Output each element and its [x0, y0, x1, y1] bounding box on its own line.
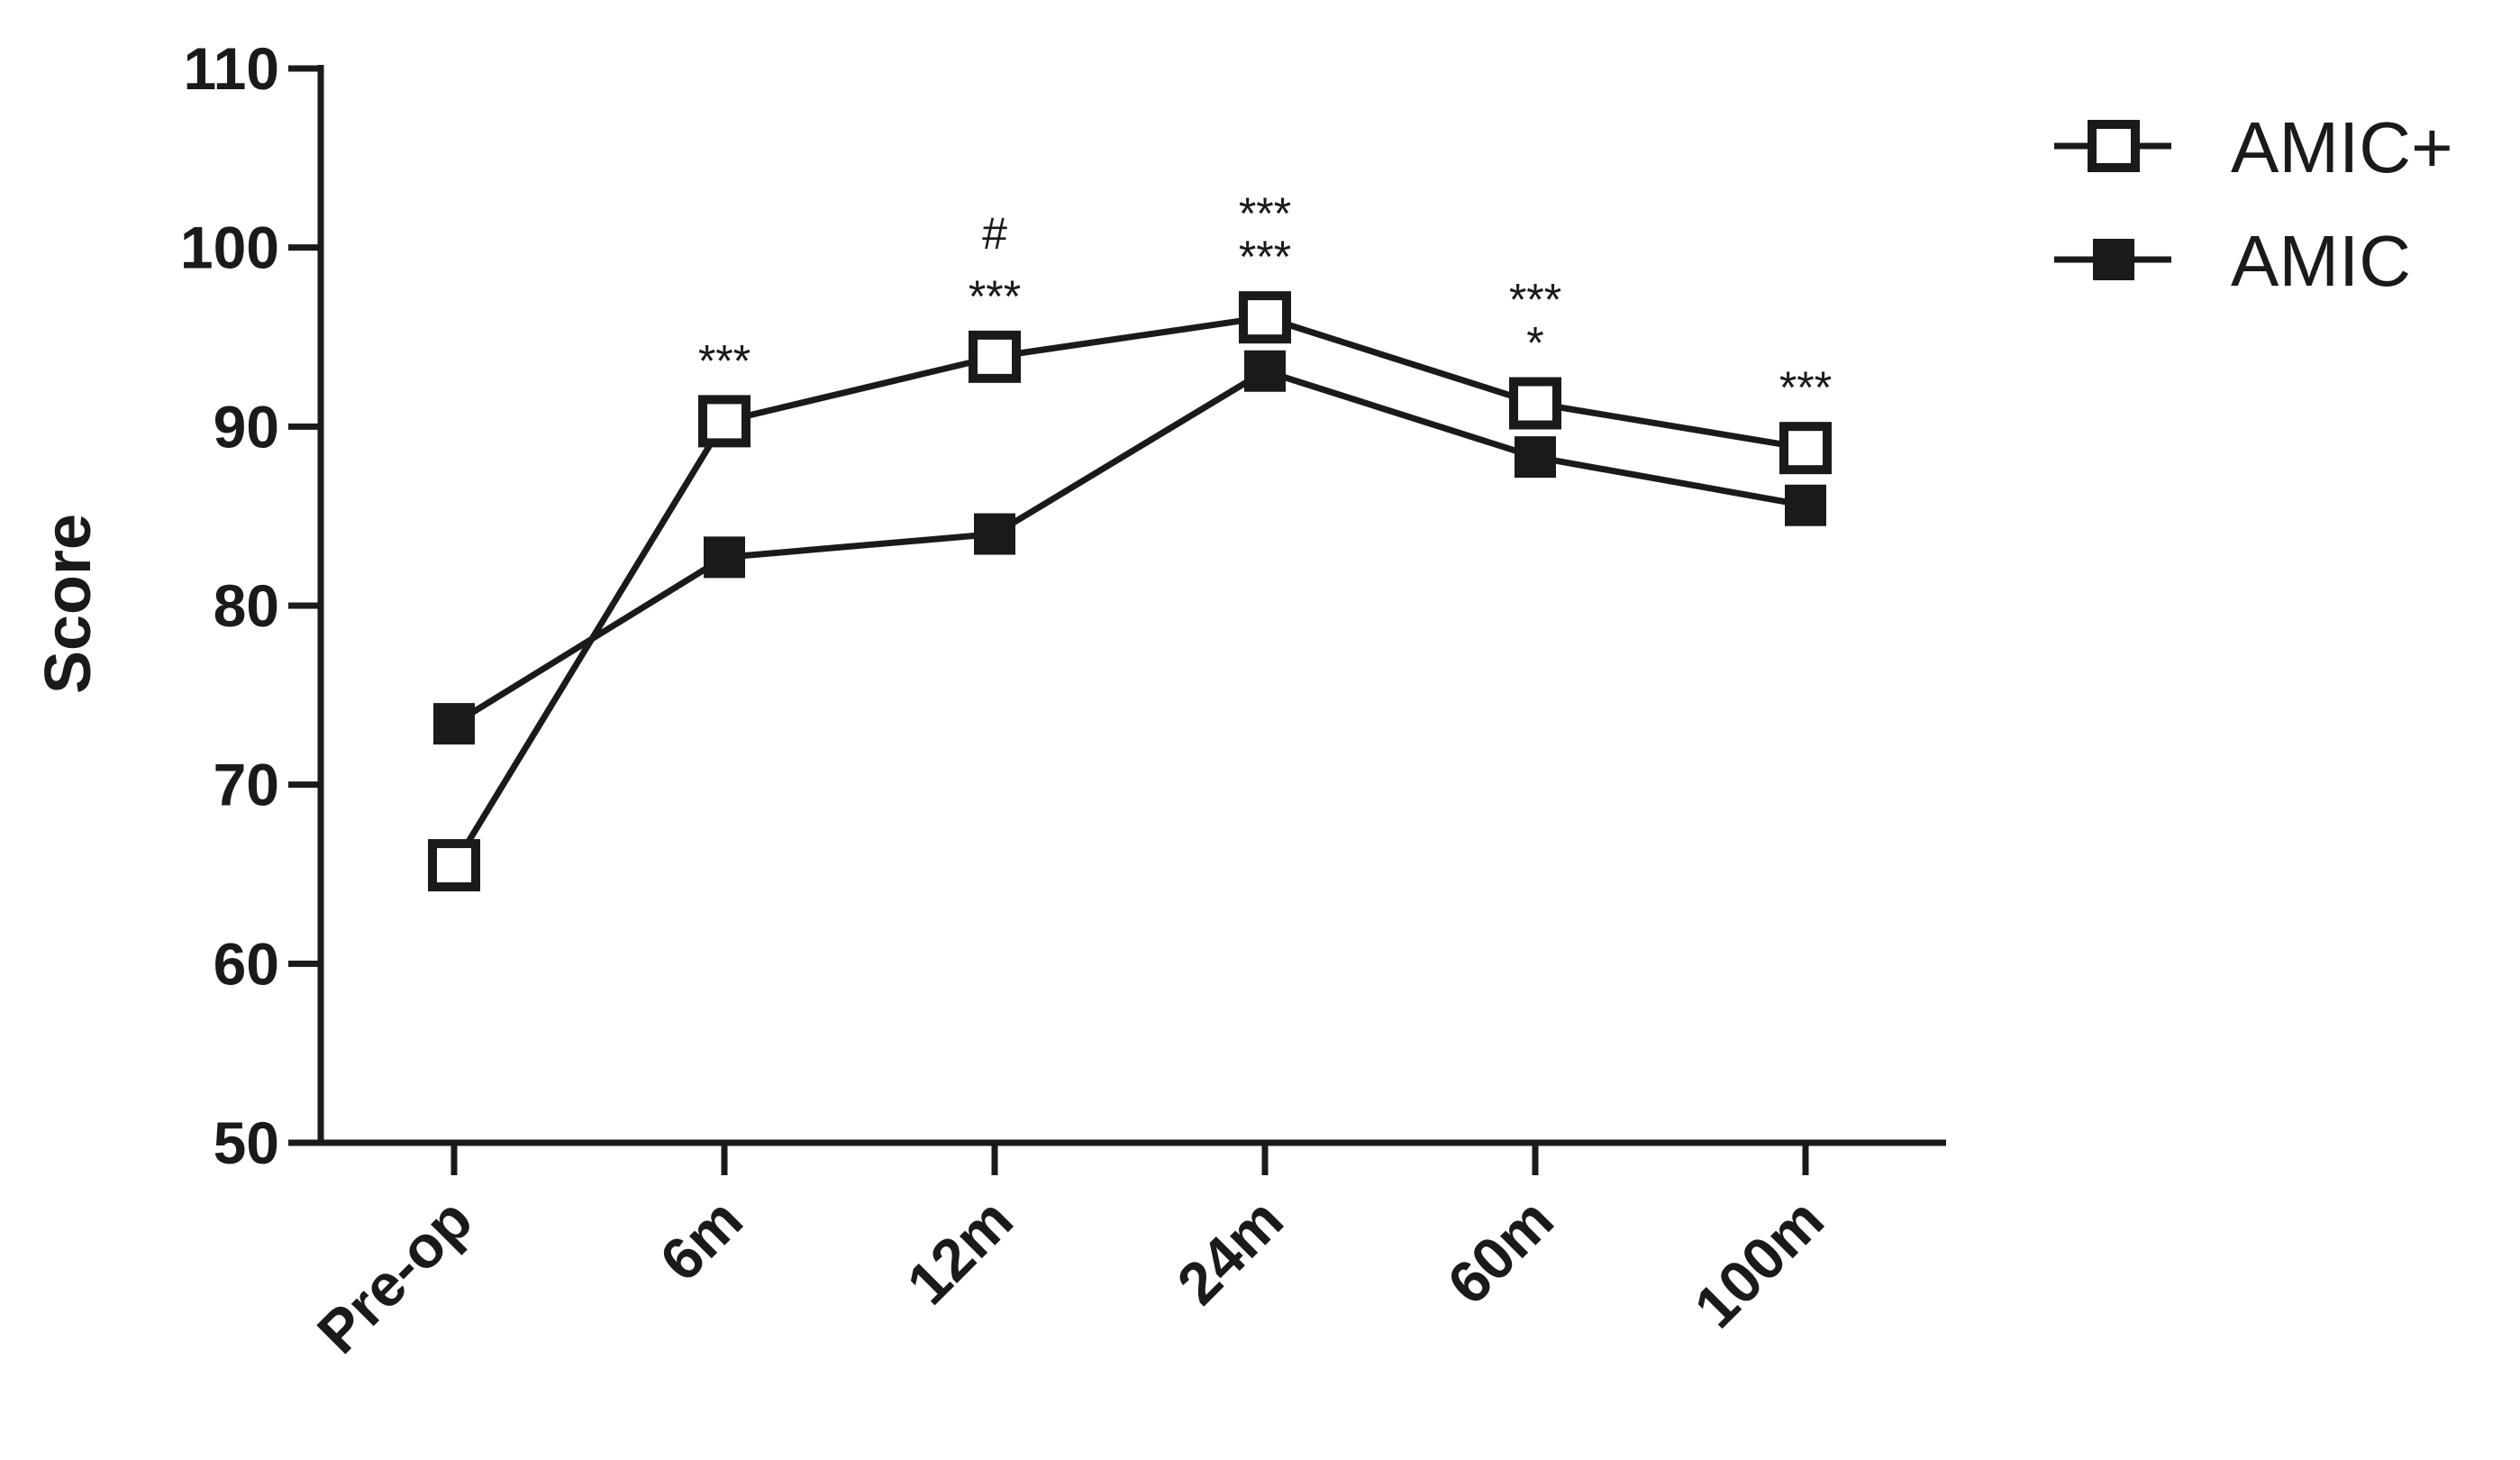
marker-amic — [1244, 350, 1286, 392]
annotation-hash: # — [982, 208, 1007, 259]
x-axis-ticks: Pre-op 6m 12m 24m 60m 100m — [305, 1143, 1836, 1366]
annotation-stars: *** — [1239, 232, 1291, 282]
marker-amic-plus — [1779, 422, 1832, 475]
annotation-stars: *** — [1779, 362, 1832, 413]
series-line-amic — [452, 368, 1806, 727]
x-tick-label: Pre-op — [305, 1186, 485, 1366]
y-tick-label: 100 — [180, 214, 279, 281]
annotation-stars: *** — [1509, 275, 1561, 325]
significance-annotations: ***#**************** — [698, 188, 1832, 413]
y-tick-label: 80 — [214, 572, 279, 639]
annotation-stars: *** — [698, 335, 751, 386]
x-tick-label: 6m — [647, 1186, 755, 1294]
marker-amic-plus — [698, 395, 751, 448]
x-tick-label: 12m — [894, 1186, 1025, 1318]
y-axis-title: Score — [32, 514, 105, 694]
legend-marker-amic — [2093, 239, 2134, 280]
marker-amic — [433, 703, 475, 745]
annotation-stars: *** — [1239, 188, 1291, 239]
legend-label-amic-plus: AMIC+ — [2231, 107, 2453, 187]
marker-amic-plus — [969, 330, 1021, 383]
y-tick-label: 90 — [214, 393, 279, 460]
x-tick-label: 100m — [1681, 1186, 1836, 1341]
marker-amic — [1515, 436, 1556, 479]
y-tick-label: 110 — [184, 35, 279, 102]
marker-amic-plus — [428, 839, 480, 892]
y-tick-label: 60 — [214, 930, 279, 997]
series-line-amic-plus — [451, 314, 1806, 867]
legend-label-amic: AMIC — [2231, 221, 2411, 301]
series-markers — [428, 291, 1832, 892]
annotation-stars: *** — [969, 271, 1021, 322]
x-tick-label: 24m — [1164, 1186, 1296, 1318]
marker-amic-plus — [1239, 291, 1291, 344]
annotation-stars: * — [1526, 318, 1543, 369]
series-lines — [451, 314, 1806, 867]
marker-amic — [704, 536, 745, 579]
marker-amic — [1785, 484, 1826, 526]
legend-marker-amic-plus — [2088, 120, 2140, 172]
x-tick-label: 60m — [1434, 1186, 1566, 1318]
y-tick-label: 50 — [214, 1109, 279, 1176]
axes — [317, 65, 1946, 1146]
y-axis-ticks: 50 60 70 80 90 100 110 — [180, 35, 321, 1176]
legend: AMIC+ AMIC — [2054, 107, 2453, 301]
marker-amic — [974, 513, 1015, 555]
marker-amic-plus — [1509, 377, 1561, 430]
y-tick-label: 70 — [214, 752, 279, 818]
